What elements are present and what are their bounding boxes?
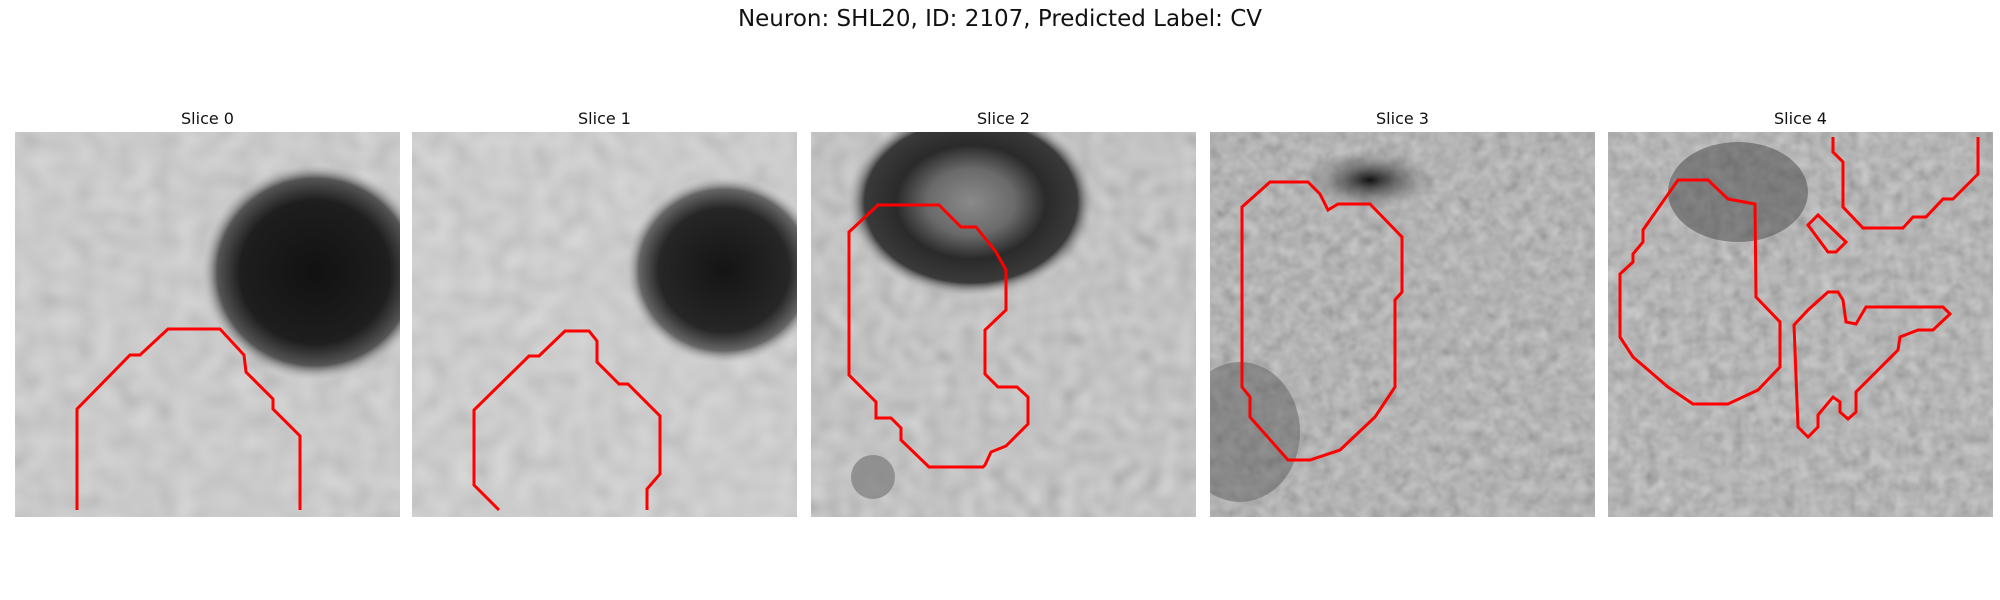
slice-image-3: [1210, 132, 1595, 517]
slice-1-contour: [472, 329, 662, 512]
slice-title-0: Slice 0: [181, 109, 234, 128]
slice-title-2: Slice 2: [977, 109, 1030, 128]
slice-4-contour-small-loop: [1806, 212, 1849, 254]
slice-0-svg: [15, 132, 400, 517]
slice-4-svg: [1608, 132, 1993, 517]
slice-title-4: Slice 4: [1774, 109, 1827, 128]
slice-4-contour-top-right: [1831, 137, 1980, 230]
slice-0-contour: [75, 327, 302, 510]
slice-2-contour: [847, 203, 1030, 469]
slice-4-dark-region: [1668, 142, 1808, 242]
slice-4-contour-lower-right: [1792, 290, 1953, 440]
slice-title-1: Slice 1: [578, 109, 631, 128]
slice-2-svg: [811, 132, 1196, 517]
slice-panel-2: Slice 2: [811, 108, 1196, 517]
slice-image-0: [15, 132, 400, 517]
slice-3-contour: [1240, 180, 1404, 462]
slice-image-4: [1608, 132, 1993, 517]
slice-1-dark-cell: [624, 175, 797, 365]
slice-0-dark-cell: [200, 162, 400, 382]
slice-2-dark-cell: [846, 132, 1096, 297]
slice-1-svg: [412, 132, 797, 517]
slice-panel-1: Slice 1: [412, 108, 797, 517]
figure-title: Neuron: SHL20, ID: 2107, Predicted Label…: [737, 6, 1263, 32]
slice-4-contour-left: [1618, 178, 1782, 406]
slice-image-2: [811, 132, 1196, 517]
slice-3-svg: [1210, 132, 1595, 517]
slice-image-1: [412, 132, 797, 517]
slice-panel-0: Slice 0: [15, 108, 400, 517]
slice-3-dark-region: [1210, 362, 1300, 502]
slice-3-dark-spot: [1305, 150, 1435, 210]
slice-title-3: Slice 3: [1376, 109, 1429, 128]
slice-2-dark-spot: [851, 455, 895, 499]
slice-panel-3: Slice 3: [1210, 108, 1595, 517]
slice-panel-4: Slice 4: [1608, 108, 1993, 517]
